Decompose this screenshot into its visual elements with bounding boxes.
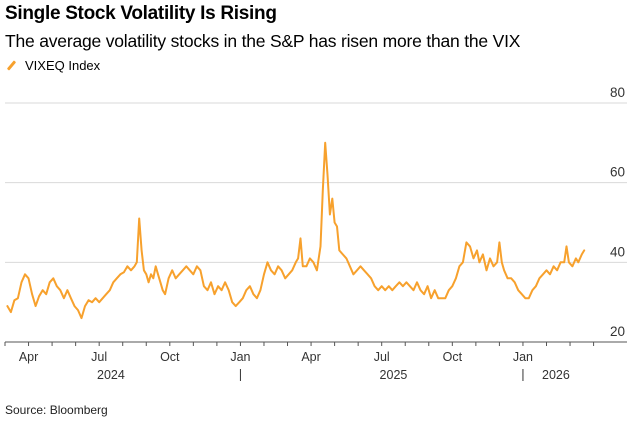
source-note: Source: Bloomberg xyxy=(5,403,108,417)
year-label-2024: 2024 xyxy=(97,368,125,382)
legend-label: VIXEQ Index xyxy=(25,58,101,73)
series-line-vixeq-index xyxy=(6,141,586,320)
year-label-2026: 2026 xyxy=(542,368,570,382)
x-tick-label-jul: Jul xyxy=(91,350,107,364)
y-tick-label-20: 20 xyxy=(610,324,625,339)
x-tick-label-oct: Oct xyxy=(443,350,463,364)
legend: VIXEQ Index xyxy=(5,58,100,73)
x-tick-label-apr: Apr xyxy=(19,350,38,364)
x-tick-label-jan: Jan xyxy=(230,350,250,364)
x-tick-label-oct: Oct xyxy=(160,350,180,364)
chart-subtitle: The average volatility stocks in the S&P… xyxy=(5,31,521,51)
y-tick-label-80: 80 xyxy=(610,85,625,100)
x-tick-label-jul: Jul xyxy=(374,350,390,364)
chart-title: Single Stock Volatility Is Rising xyxy=(5,3,277,24)
y-tick-label-60: 60 xyxy=(610,165,625,180)
x-tick-label-jan: Jan xyxy=(513,350,533,364)
x-tick-label-apr: Apr xyxy=(301,350,320,364)
year-label-2025: 2025 xyxy=(380,368,408,382)
y-tick-label-40: 40 xyxy=(610,244,625,259)
